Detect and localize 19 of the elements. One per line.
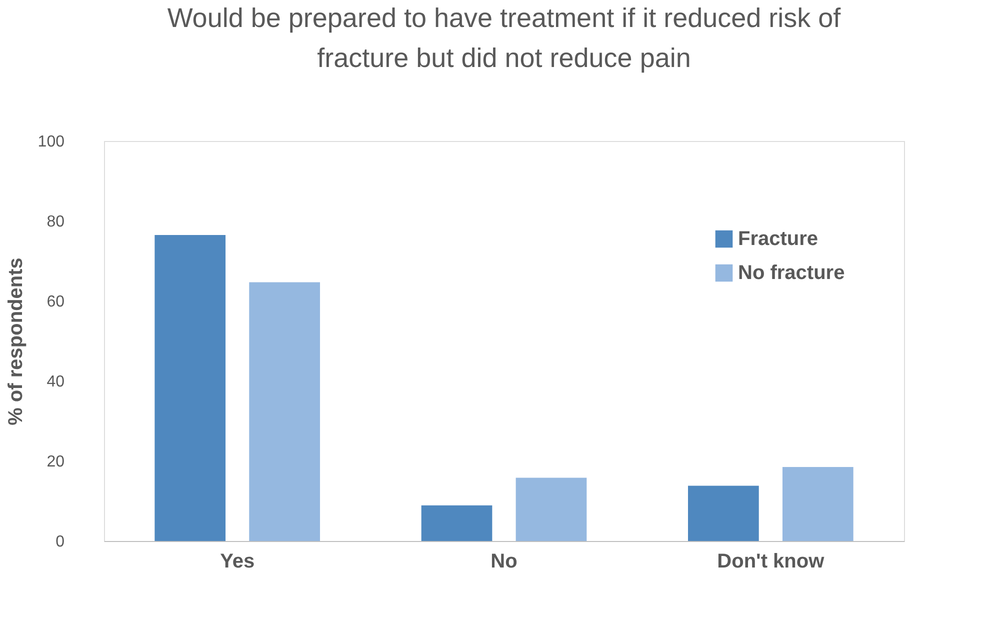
y-tick-label: 60 xyxy=(46,294,65,310)
y-tick-label: 100 xyxy=(38,134,65,150)
y-tick-label: 20 xyxy=(46,454,65,470)
y-tick-label: 0 xyxy=(56,534,65,550)
y-tick-label: 80 xyxy=(46,214,65,230)
bar xyxy=(782,467,854,541)
chart-title: Would be prepared to have treatment if it reduced risk of fracture but did not reduce pain xyxy=(167,3,842,73)
x-tick-label: Don't know xyxy=(717,550,825,572)
x-tick-label: Yes xyxy=(220,550,255,572)
legend-label: Fracture xyxy=(738,228,818,250)
y-tick-label: 40 xyxy=(46,374,65,390)
bar xyxy=(516,478,587,541)
bar xyxy=(154,235,226,541)
bar xyxy=(421,505,492,541)
x-tick-label: No xyxy=(490,550,518,572)
legend-label: No fracture xyxy=(738,262,845,284)
bar xyxy=(688,486,759,541)
bar xyxy=(249,282,320,541)
y-axis-title: % of respondents xyxy=(4,258,27,426)
